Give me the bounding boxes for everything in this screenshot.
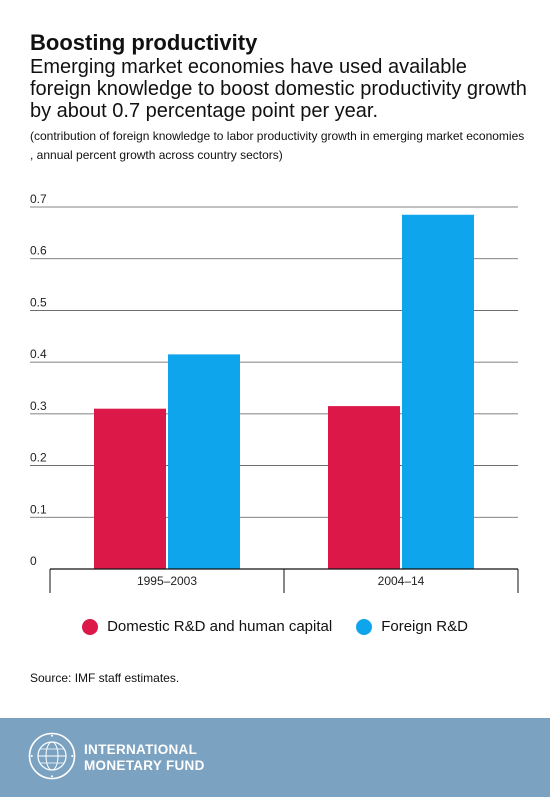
legend: Domestic R&D and human capital Foreign R… (0, 618, 550, 635)
legend-label-foreign: Foreign R&D (381, 618, 468, 635)
bar-foreign (168, 354, 240, 569)
org-name: INTERNATIONAL MONETARY FUND (84, 742, 284, 774)
chart-title: Boosting productivity (30, 30, 258, 55)
y-tick-label: 0 (30, 554, 37, 568)
bar-foreign (402, 214, 474, 569)
legend-item-domestic: Domestic R&D and human capital (82, 618, 332, 635)
x-tick-label: 2004–14 (378, 574, 425, 588)
imf-seal-icon (28, 732, 76, 780)
y-tick-label: 0.1 (30, 502, 47, 516)
legend-item-foreign: Foreign R&D (356, 618, 468, 635)
y-tick-label: 0.3 (30, 399, 47, 413)
bar-chart: 0 0.1 0.2 0.3 0.4 0.5 0.6 0.7 1995–2003 2004–14 (30, 192, 519, 593)
legend-label-domestic: Domestic R&D and human capital (107, 618, 333, 635)
footer: INTERNATIONAL MONETARY FUND (0, 718, 550, 797)
source-note: Source: IMF staff estimates. (30, 671, 180, 685)
y-tick-label: 0.6 (30, 244, 47, 258)
legend-swatch-foreign (356, 618, 373, 635)
y-tick-label: 0.5 (30, 295, 47, 309)
bar-domestic (94, 408, 166, 569)
org-name-line2: MONETARY FUND (84, 758, 205, 773)
y-tick-label: 0.2 (30, 451, 47, 465)
bar-domestic (328, 406, 400, 569)
chart-subtitle: Emerging market economies have used avai… (30, 56, 527, 122)
y-tick-label: 0.7 (30, 192, 47, 206)
legend-swatch-domestic (82, 618, 99, 635)
chart-note: (contribution of foreign knowledge to la… (30, 129, 525, 162)
y-tick-label: 0.4 (30, 347, 47, 361)
x-tick-label: 1995–2003 (137, 574, 197, 588)
org-name-line1: INTERNATIONAL (84, 742, 198, 757)
